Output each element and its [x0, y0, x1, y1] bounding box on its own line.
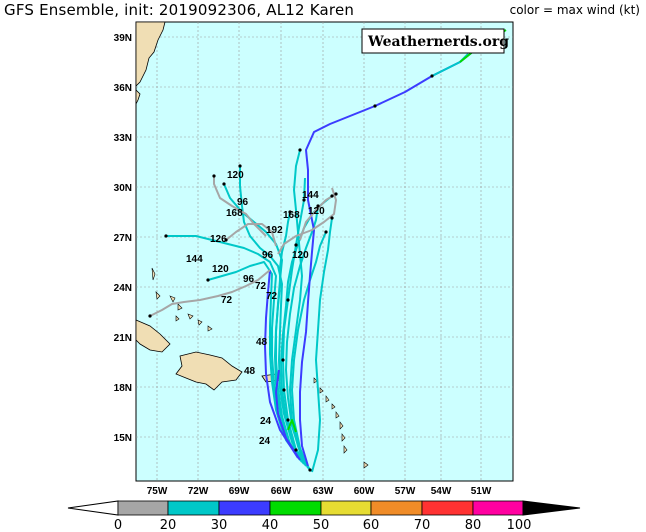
lon-label: 75W [147, 486, 168, 497]
lat-label: 27N [114, 233, 132, 244]
colorbar-bin [320, 500, 372, 516]
forecast-hour-labels: 120 96 168 144 120 144 120 96 72 72 72 1… [186, 170, 325, 447]
colorbar-bin [117, 500, 169, 516]
badge-text: Weathernerds.org [367, 34, 509, 50]
track-8 [289, 149, 307, 467]
lon-label: 57W [395, 486, 416, 497]
track-label: 96 [262, 250, 274, 261]
track-13 [275, 369, 301, 461]
lon-label: 72W [188, 486, 209, 497]
colorbar-tick: 50 [313, 518, 330, 532]
lat-label: 39N [114, 33, 132, 44]
lon-label: 54W [431, 486, 452, 497]
colorbar-tick: 100 [507, 518, 532, 532]
colorbar-tick: 30 [211, 518, 228, 532]
track-7 [311, 217, 333, 473]
colorbar-tick: 0 [114, 518, 122, 532]
longitude-labels: 75W 72W 69W 66W 63W 60W 57W 54W 51W [147, 486, 492, 497]
track-label: 96 [243, 274, 255, 285]
colorbar-tick: 70 [414, 518, 431, 532]
cuba-land [135, 319, 171, 353]
track-gray-4 [225, 223, 277, 247]
track-label: 24 [260, 416, 272, 427]
track-label: 72 [266, 291, 278, 302]
lon-label: 69W [229, 486, 250, 497]
colorbar-tick-labels: 0 20 30 40 50 60 70 80 100 [114, 518, 532, 532]
colorbar-tick: 20 [160, 518, 177, 532]
lat-label: 33N [114, 133, 132, 144]
track-11 [274, 211, 303, 463]
us-coast [135, 21, 166, 87]
track-12 [264, 269, 299, 459]
graticule [136, 22, 513, 481]
colorbar-low-arrow [67, 500, 119, 516]
colorbar-bin [472, 500, 524, 516]
track-gray-1 [149, 269, 271, 317]
lon-label: 66W [271, 486, 292, 497]
track-label: 144 [302, 190, 319, 201]
lat-label: 21N [114, 333, 132, 344]
track-gray-5 [299, 193, 337, 241]
track-6 [207, 261, 301, 461]
lat-label: 36N [114, 83, 132, 94]
track-label: 144 [186, 254, 203, 265]
track-label: 72 [255, 281, 267, 292]
map-title: GFS Ensemble, init: 2019092306, AL12 Kar… [4, 1, 355, 19]
track-label: 192 [266, 225, 283, 236]
lat-label: 18N [114, 383, 132, 394]
hispaniola-land [175, 351, 243, 391]
track-gray-2 [277, 187, 337, 255]
track-label: 120 [212, 264, 229, 275]
colorbar-bin [370, 500, 423, 516]
track-position-dots [148, 74, 434, 472]
track-label: 24 [259, 436, 271, 447]
lon-label: 60W [354, 486, 375, 497]
track-label: 168 [226, 208, 243, 219]
lat-label: 30N [114, 183, 132, 194]
ensemble-tracks [149, 29, 507, 473]
lon-label: 63W [313, 486, 334, 497]
colorbar-caption: color = max wind (kt) [509, 3, 640, 17]
colorbar-high-arrow [522, 500, 581, 516]
colorbar-tick: 40 [262, 518, 279, 532]
bahamas-islands [151, 267, 213, 332]
track-label: 168 [283, 210, 300, 221]
lon-label: 51W [471, 486, 492, 497]
track-label: 72 [221, 295, 233, 306]
latitude-labels: 39N 36N 33N 30N 27N 24N 21N 18N 15N [114, 33, 132, 444]
track-label: 96 [237, 197, 249, 208]
colorbar-bin [167, 500, 220, 516]
wind-colorbar [67, 500, 581, 516]
colorbar-bin [269, 500, 322, 516]
track-label: 126 [210, 234, 227, 245]
track-label: 120 [292, 250, 309, 261]
track-label: 48 [256, 337, 268, 348]
lat-label: 15N [114, 433, 132, 444]
colorbar-tick: 60 [363, 518, 380, 532]
track-10 [285, 205, 319, 471]
colorbar-tick: 80 [465, 518, 482, 532]
weathernerds-badge: Weathernerds.org [361, 28, 509, 54]
track-label: 120 [308, 206, 325, 217]
track-label: 120 [227, 170, 244, 181]
lesser-antilles [313, 377, 369, 469]
lat-label: 24N [114, 283, 132, 294]
us-coast-south [135, 89, 141, 105]
colorbar-bin [421, 500, 474, 516]
track-green-short [287, 419, 297, 433]
colorbar-bin [218, 500, 271, 516]
track-label: 48 [244, 366, 256, 377]
map-ocean [135, 21, 514, 482]
